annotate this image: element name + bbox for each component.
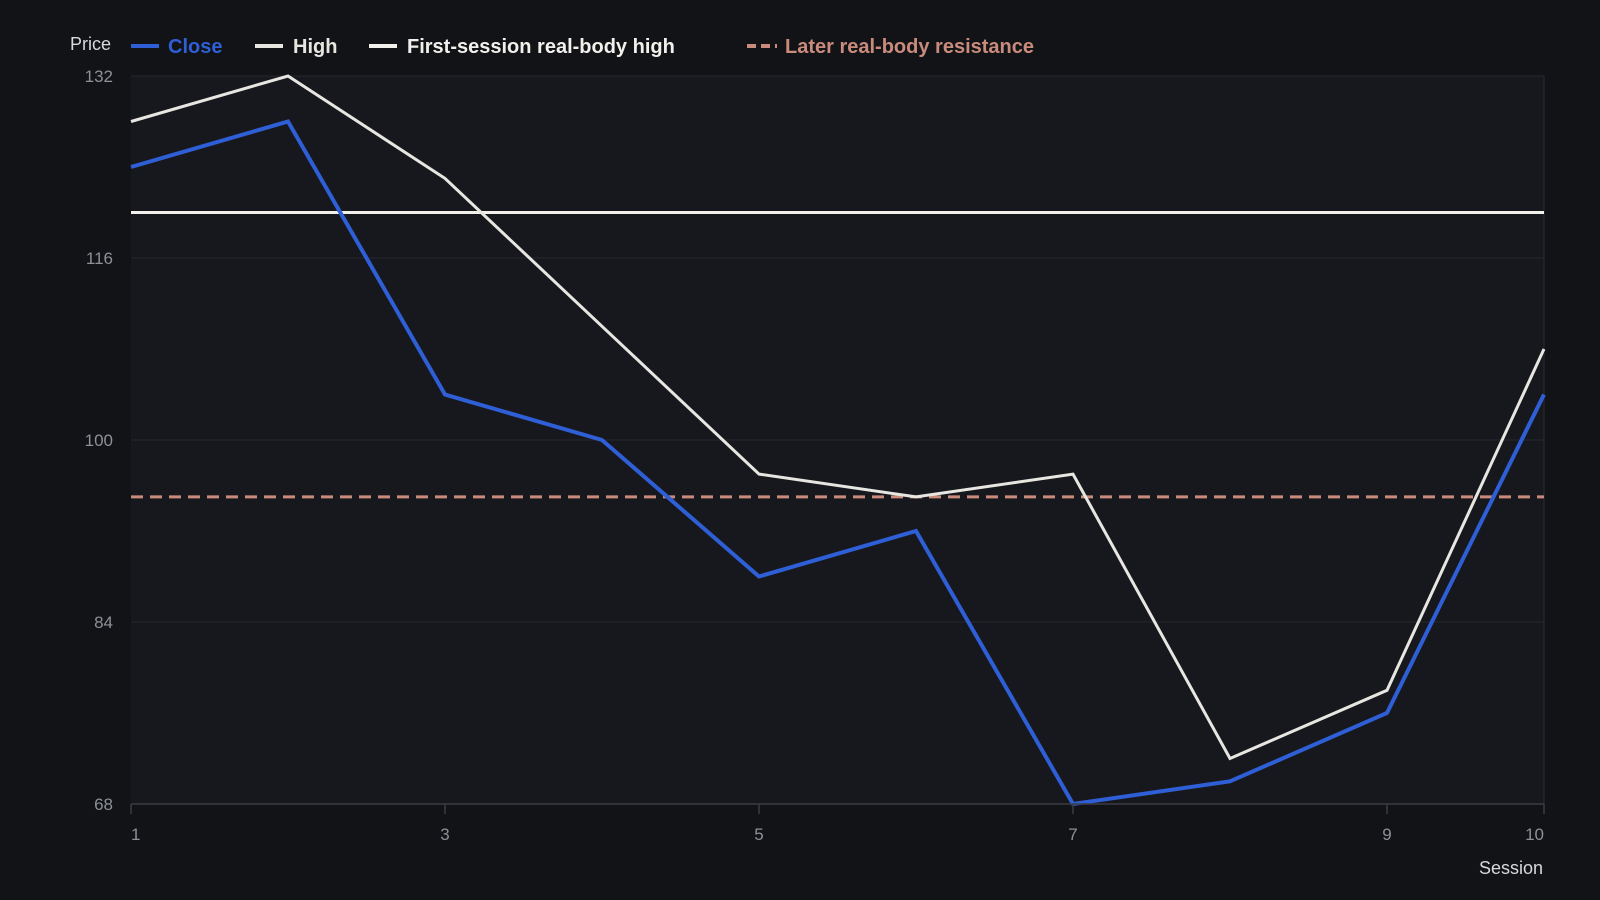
- axes: 132 116 100 84 68 1 3 5 7 9 10: [85, 67, 1545, 844]
- x-tick-label: 5: [754, 825, 763, 844]
- y-tick-label: 84: [94, 613, 113, 632]
- x-tick-label: 10: [1525, 825, 1544, 844]
- legend: Close High First-session real-body high …: [131, 36, 1034, 58]
- series-lines: [130, 74, 1546, 807]
- x-tick-label: 1: [131, 825, 140, 844]
- series-line-close: [130, 119, 1546, 807]
- reference-lines: [131, 211, 1544, 499]
- y-axis-title: Price: [70, 34, 111, 54]
- y-tick-label: 68: [94, 795, 113, 814]
- y-tick-label: 100: [85, 431, 113, 450]
- x-tick-label: 7: [1068, 825, 1077, 844]
- y-tick-label: 116: [86, 249, 113, 268]
- x-tick-label: 3: [440, 825, 449, 844]
- legend-label-close: Close: [168, 36, 222, 58]
- legend-label-first-session-high: First-session real-body high: [407, 36, 675, 58]
- legend-label-high: High: [293, 36, 337, 58]
- x-tick-label: 9: [1382, 825, 1391, 844]
- legend-label-later-resistance: Later real-body resistance: [785, 36, 1034, 58]
- y-tick-label: 132: [85, 67, 113, 86]
- x-axis-title: Session: [1479, 858, 1543, 878]
- series-line-high: [130, 74, 1546, 761]
